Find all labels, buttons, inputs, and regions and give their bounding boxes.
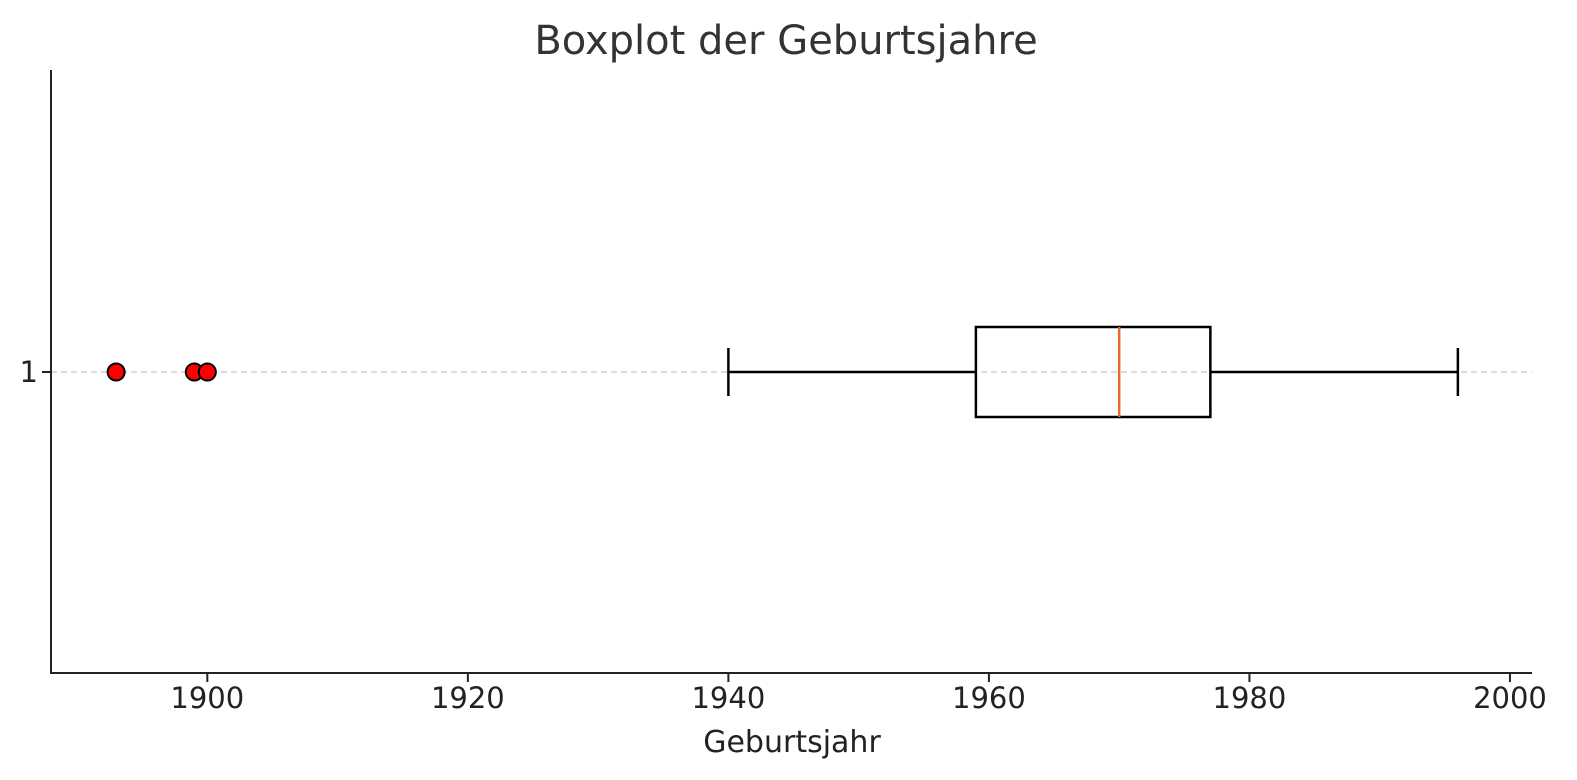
x-tick-label: 1900 xyxy=(170,681,244,715)
y-axis-ticks: 1 xyxy=(20,355,51,389)
x-axis-ticks: 1900 1920 1940 1960 1980 2000 xyxy=(170,673,1547,715)
x-tick-label: 1960 xyxy=(952,681,1026,715)
y-tick-label: 1 xyxy=(20,355,38,389)
x-tick-label: 1980 xyxy=(1213,681,1287,715)
chart-title: Boxplot der Geburtsjahre xyxy=(534,18,1037,64)
x-tick-label: 1940 xyxy=(691,681,765,715)
outlier-point-0 xyxy=(106,362,126,382)
x-tick-label: 2000 xyxy=(1473,681,1547,715)
x-axis-label: Geburtsjahr xyxy=(703,725,881,760)
x-tick-label: 1920 xyxy=(431,681,505,715)
plot-area xyxy=(106,325,1460,419)
outlier-point-2 xyxy=(197,362,217,382)
interquartile-box xyxy=(974,325,1212,419)
